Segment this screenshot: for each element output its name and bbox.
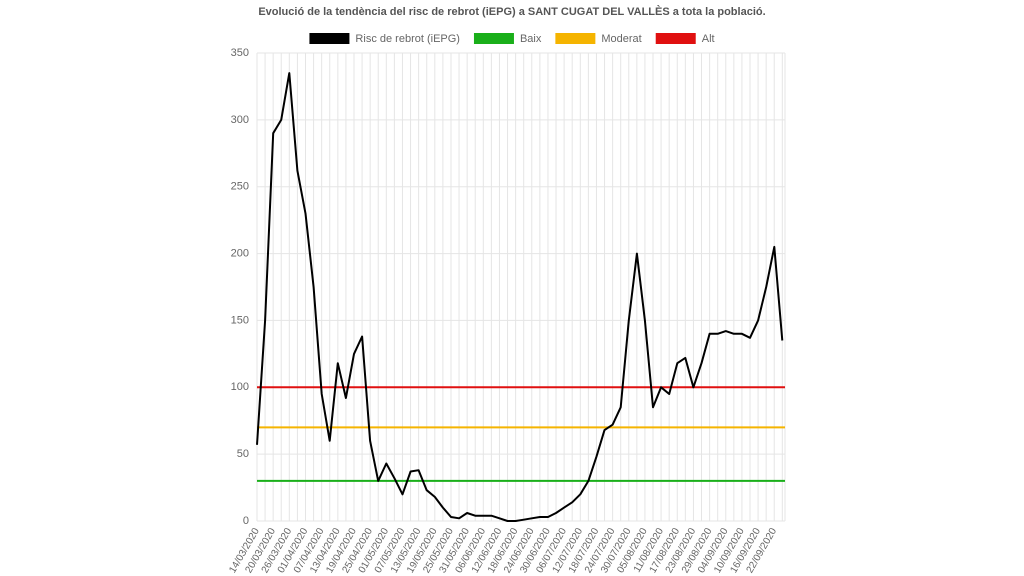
legend-swatch xyxy=(473,33,514,44)
legend-swatch xyxy=(655,33,696,44)
legend: Risc de rebrot (iEPG) Baix Moderat Alt xyxy=(309,33,715,45)
y-tick-label: 200 xyxy=(231,247,249,259)
y-tick-label: 350 xyxy=(231,47,249,59)
legend-label: Alt xyxy=(702,33,715,45)
legend-swatch xyxy=(309,33,350,44)
y-tick-label: 250 xyxy=(231,181,249,193)
chart-title: Evolució de la tendència del risc de reb… xyxy=(258,5,765,18)
legend-label: Moderat xyxy=(601,33,641,45)
legend-label: Risc de rebrot (iEPG) xyxy=(355,33,460,45)
y-tick-label: 0 xyxy=(243,515,249,527)
y-tick-label: 100 xyxy=(231,381,249,393)
data-line xyxy=(256,72,784,522)
y-tick-label: 150 xyxy=(231,314,249,326)
legend-label: Baix xyxy=(520,33,542,45)
y-tick-label: 50 xyxy=(237,448,249,460)
legend-swatch xyxy=(555,33,596,44)
y-tick-label: 300 xyxy=(231,114,249,126)
